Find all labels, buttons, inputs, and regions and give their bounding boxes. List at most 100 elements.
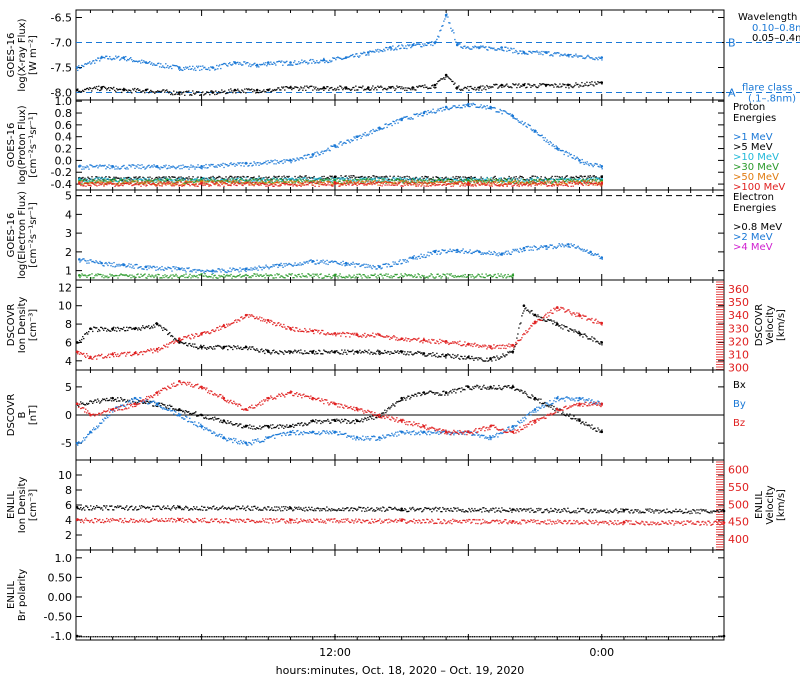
data-point xyxy=(151,165,152,166)
data-point xyxy=(87,177,88,178)
data-point xyxy=(559,55,560,56)
data-point xyxy=(292,182,293,183)
data-point xyxy=(578,184,579,185)
data-point xyxy=(279,179,280,180)
data-point xyxy=(595,184,596,185)
data-point xyxy=(488,88,489,89)
data-point xyxy=(258,165,259,166)
data-point xyxy=(312,59,313,60)
data-point xyxy=(440,179,441,180)
data-point xyxy=(519,87,520,88)
data-point xyxy=(583,85,584,86)
data-point xyxy=(456,178,457,179)
data-point xyxy=(485,179,486,180)
data-point xyxy=(541,135,542,136)
data-point xyxy=(395,47,396,48)
data-point xyxy=(146,269,147,270)
data-point xyxy=(168,176,169,177)
data-point xyxy=(421,184,422,185)
data-point xyxy=(105,180,106,181)
data-point xyxy=(264,162,265,163)
data-point xyxy=(500,183,501,184)
data-point xyxy=(503,253,504,254)
data-point xyxy=(230,185,231,186)
data-point xyxy=(344,183,345,184)
data-point xyxy=(449,249,450,250)
data-point xyxy=(145,183,146,184)
data-point xyxy=(552,55,553,56)
data-point xyxy=(339,185,340,186)
data-point xyxy=(413,43,414,44)
data-point xyxy=(288,160,289,161)
data-point xyxy=(381,176,382,177)
data-point xyxy=(250,66,251,67)
data-point xyxy=(402,180,403,181)
data-point xyxy=(490,177,491,178)
data-point xyxy=(337,183,338,184)
data-point xyxy=(364,267,365,268)
data-point xyxy=(551,145,552,146)
data-point xyxy=(267,160,268,161)
data-point xyxy=(110,165,111,166)
data-point xyxy=(163,165,164,166)
data-point xyxy=(185,66,186,67)
data-point xyxy=(445,178,446,179)
data-point xyxy=(435,112,436,113)
data-point xyxy=(348,141,349,142)
data-point xyxy=(283,263,284,264)
data-point xyxy=(509,50,510,51)
data-point xyxy=(414,179,415,180)
data-point xyxy=(409,119,410,120)
data-point xyxy=(232,92,233,93)
data-point xyxy=(573,158,574,159)
data-point xyxy=(78,65,79,66)
data-point xyxy=(482,178,483,179)
data-point xyxy=(239,62,240,63)
data-point xyxy=(210,185,211,186)
data-point xyxy=(173,266,174,267)
data-point xyxy=(164,67,165,68)
data-point xyxy=(108,164,109,165)
data-point xyxy=(143,90,144,91)
data-point xyxy=(427,176,428,177)
data-point xyxy=(283,86,284,87)
data-point xyxy=(261,269,262,270)
data-point xyxy=(567,175,568,176)
data-point xyxy=(337,87,338,88)
data-point xyxy=(196,167,197,168)
data-point xyxy=(534,185,535,186)
data-point xyxy=(346,181,347,182)
data-point xyxy=(323,182,324,183)
data-point xyxy=(187,178,188,179)
y-tick-label: -7.0 xyxy=(51,37,72,50)
data-point xyxy=(250,183,251,184)
data-point xyxy=(466,88,467,89)
data-point xyxy=(184,69,185,70)
data-point xyxy=(530,128,531,129)
data-point xyxy=(344,178,345,179)
data-point xyxy=(305,175,306,176)
data-point xyxy=(597,179,598,180)
data-point xyxy=(434,43,435,44)
data-point xyxy=(436,181,437,182)
data-point xyxy=(394,185,395,186)
data-point xyxy=(304,181,305,182)
data-point xyxy=(430,88,431,89)
data-point xyxy=(453,32,454,33)
data-point xyxy=(175,182,176,183)
data-point xyxy=(385,181,386,182)
data-point xyxy=(223,167,224,168)
data-point xyxy=(200,178,201,179)
data-point xyxy=(401,177,402,178)
data-point xyxy=(431,41,432,42)
data-point xyxy=(78,258,81,261)
data-point xyxy=(376,268,377,269)
data-point xyxy=(448,180,449,181)
data-point xyxy=(540,53,541,54)
data-point xyxy=(539,83,540,84)
data-point xyxy=(574,55,575,56)
data-point xyxy=(549,141,550,142)
data-point xyxy=(221,180,222,181)
data-point xyxy=(499,185,500,186)
data-point xyxy=(258,177,259,178)
